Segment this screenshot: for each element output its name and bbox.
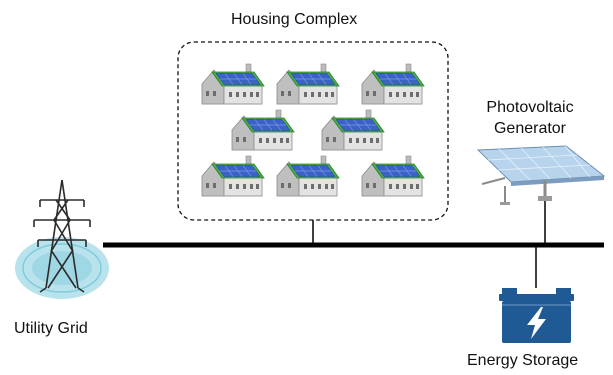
house-icon [201, 63, 265, 105]
battery-icon [499, 288, 574, 343]
transmission-tower-icon [15, 179, 109, 299]
photovoltaic-label: Photovoltaic [486, 99, 574, 116]
housing-complex-boundary [177, 41, 449, 221]
housing-complex-label: Housing Complex [231, 11, 358, 28]
generator-label: Generator [493, 120, 567, 137]
house-icon [361, 155, 425, 197]
utility-grid-label: Utility Grid [14, 320, 88, 337]
house-icon [361, 63, 425, 105]
house-icon [276, 63, 340, 105]
energy-storage-label: Energy Storage [467, 352, 579, 369]
house-icon [276, 155, 340, 197]
solar-panel-icon [476, 145, 606, 205]
house-icon [201, 155, 265, 197]
house-icon [231, 109, 295, 151]
house-icon [321, 109, 385, 151]
